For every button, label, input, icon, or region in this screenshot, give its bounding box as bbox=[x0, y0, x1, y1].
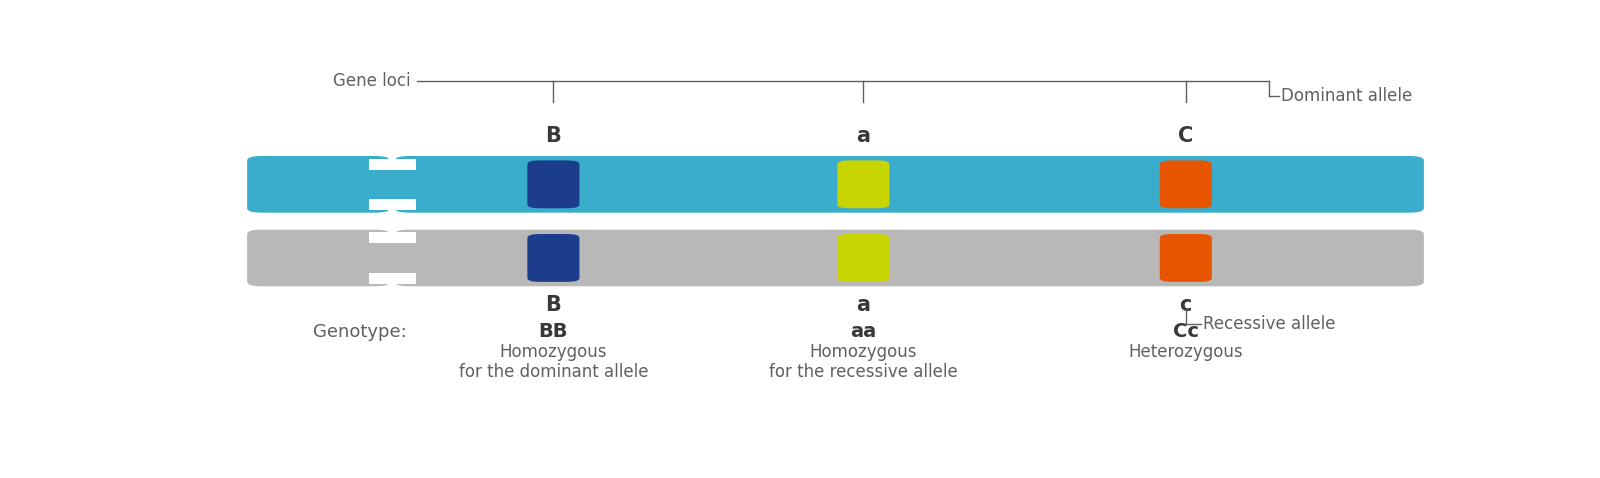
Text: Heterozygous: Heterozygous bbox=[1128, 343, 1243, 361]
Text: B: B bbox=[546, 295, 562, 315]
Text: BB: BB bbox=[539, 322, 568, 341]
Text: C: C bbox=[1178, 126, 1194, 146]
Text: Recessive allele: Recessive allele bbox=[1203, 315, 1336, 333]
Text: aa: aa bbox=[850, 322, 877, 341]
Text: B: B bbox=[546, 126, 562, 146]
FancyBboxPatch shape bbox=[368, 159, 416, 170]
FancyBboxPatch shape bbox=[395, 156, 1424, 213]
FancyBboxPatch shape bbox=[368, 199, 416, 210]
FancyBboxPatch shape bbox=[1160, 161, 1211, 208]
Text: Cc: Cc bbox=[1173, 322, 1198, 341]
FancyBboxPatch shape bbox=[837, 234, 890, 282]
Text: Gene loci: Gene loci bbox=[333, 72, 411, 90]
FancyBboxPatch shape bbox=[528, 161, 579, 208]
Text: a: a bbox=[856, 295, 870, 315]
FancyBboxPatch shape bbox=[246, 229, 390, 286]
FancyBboxPatch shape bbox=[368, 241, 418, 275]
Text: a: a bbox=[856, 126, 870, 146]
Text: c: c bbox=[1179, 295, 1192, 315]
FancyBboxPatch shape bbox=[528, 234, 579, 282]
Text: for the recessive allele: for the recessive allele bbox=[770, 363, 958, 381]
FancyBboxPatch shape bbox=[246, 156, 390, 213]
Text: Homozygous: Homozygous bbox=[499, 343, 606, 361]
FancyBboxPatch shape bbox=[368, 167, 418, 201]
Text: Homozygous: Homozygous bbox=[810, 343, 917, 361]
FancyBboxPatch shape bbox=[1160, 234, 1211, 282]
FancyBboxPatch shape bbox=[368, 273, 416, 284]
FancyBboxPatch shape bbox=[368, 232, 416, 243]
FancyBboxPatch shape bbox=[395, 229, 1424, 286]
Text: Genotype:: Genotype: bbox=[314, 323, 406, 340]
Text: for the dominant allele: for the dominant allele bbox=[459, 363, 648, 381]
FancyBboxPatch shape bbox=[837, 161, 890, 208]
Text: Dominant allele: Dominant allele bbox=[1282, 87, 1413, 105]
